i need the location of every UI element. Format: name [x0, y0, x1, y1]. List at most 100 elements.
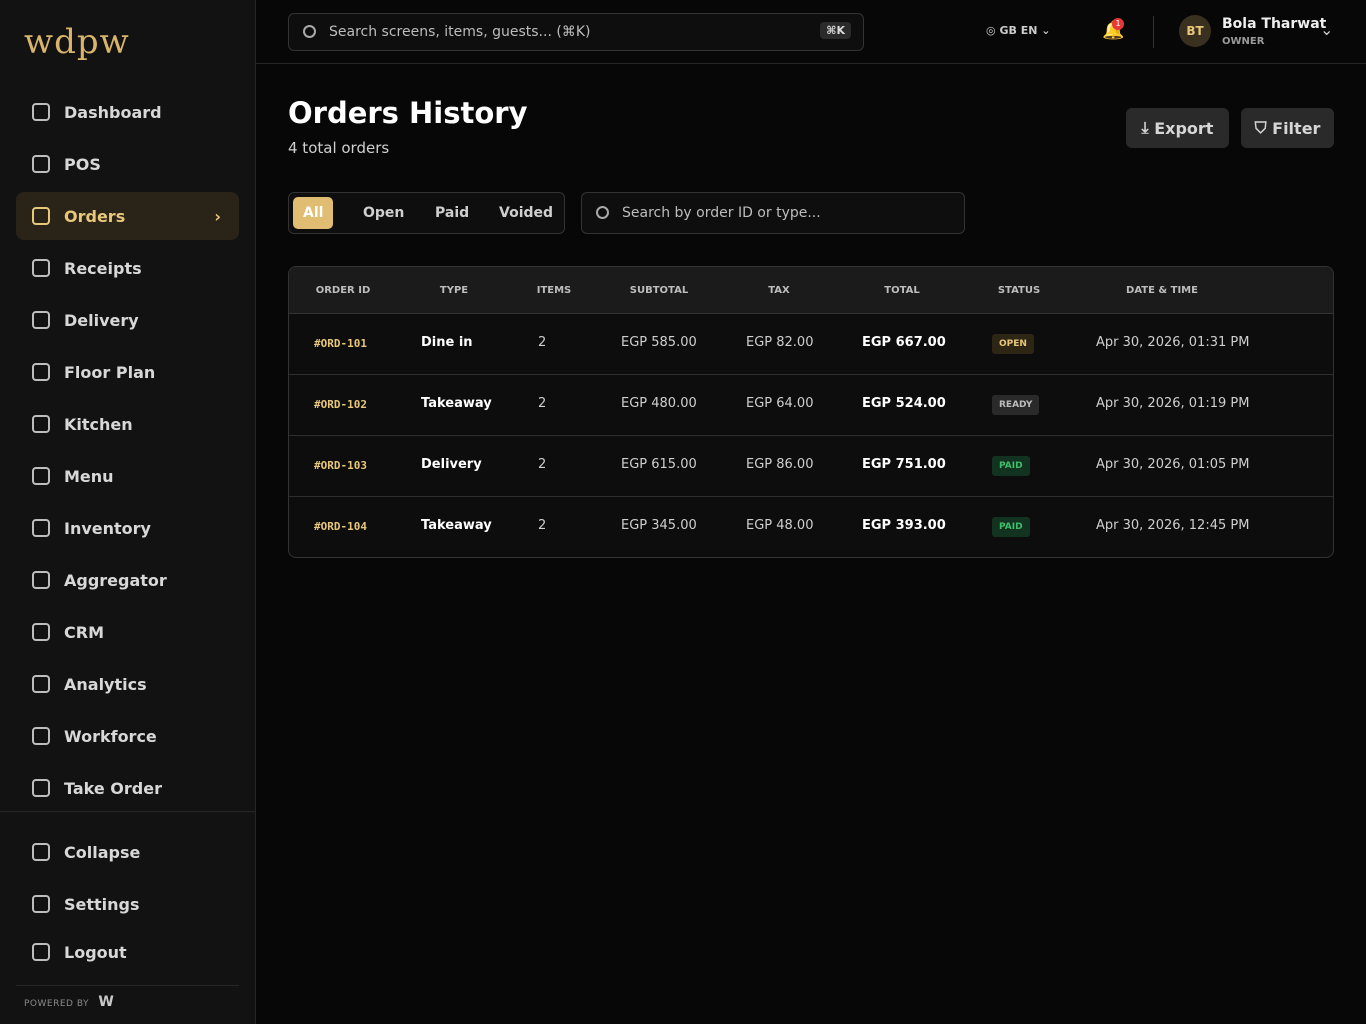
nav-item[interactable]: Delivery — [16, 296, 239, 344]
total: EGP 751.00 — [862, 457, 946, 472]
nav-item[interactable]: Dashboard — [16, 88, 239, 136]
notifications[interactable]: 🔔 1 — [1102, 18, 1125, 41]
status-badge: OPEN — [992, 334, 1034, 354]
nav-label: Inventory — [64, 518, 151, 538]
subtotal: EGP 345.00 — [621, 518, 697, 533]
page-subtitle: 4 total orders — [288, 139, 390, 157]
tab[interactable]: All — [293, 197, 334, 229]
divider — [0, 811, 255, 812]
order-id: #ORD-104 — [314, 520, 367, 533]
table-row[interactable]: #ORD-102 Takeaway 2 EGP 480.00 EGP 64.00 EGP … — [289, 375, 1333, 436]
tab[interactable]: Voided — [499, 205, 554, 221]
nav-label: Take Order — [64, 778, 162, 798]
nav-item[interactable]: Aggregator — [16, 556, 239, 604]
nav-icon — [32, 103, 50, 121]
table-row[interactable]: #ORD-103 Delivery 2 EGP 615.00 EGP 86.00 EGP … — [289, 436, 1333, 497]
column-header: ORDER ID — [315, 285, 371, 296]
nav-label: Settings — [64, 894, 140, 914]
filter-button[interactable]: ⛉ Filter — [1241, 108, 1334, 148]
nav-icon — [32, 155, 50, 173]
column-header: SUBTOTAL — [629, 285, 689, 296]
items: 2 — [538, 457, 547, 472]
nav-item[interactable]: Workforce — [16, 712, 239, 760]
total: EGP 393.00 — [862, 518, 946, 533]
nav-footer-item[interactable]: Settings — [16, 880, 239, 928]
notification-count: 1 — [1112, 18, 1124, 30]
items: 2 — [538, 518, 547, 533]
tax: EGP 64.00 — [746, 396, 814, 411]
nav-item[interactable]: CRM — [16, 608, 239, 656]
nav-label: POS — [64, 154, 101, 174]
total: EGP 524.00 — [862, 396, 946, 411]
nav-label: Orders — [64, 206, 126, 226]
nav-icon — [32, 779, 50, 797]
nav-icon — [32, 843, 50, 861]
column-header: TYPE — [439, 285, 469, 296]
nav-item[interactable]: POS — [16, 140, 239, 188]
language-switch[interactable]: ◎ GB EN ⌄ — [986, 24, 1051, 37]
nav-icon — [32, 623, 50, 641]
user-role: OWNER — [1222, 36, 1265, 47]
table-header: ORDER ID TYPE ITEMS SUBTOTAL TAX TOTAL STATUS D… — [289, 267, 1333, 314]
nav-icon — [32, 727, 50, 745]
nav-item[interactable]: Orders › — [16, 192, 239, 240]
powered-by: POWERED BY W — [24, 994, 115, 1010]
nav-item[interactable]: Inventory — [16, 504, 239, 552]
date-time: Apr 30, 2026, 12:45 PM — [1096, 518, 1250, 533]
nav-item[interactable]: Menu — [16, 452, 239, 500]
nav-label: Logout — [64, 942, 127, 962]
nav-item[interactable]: Receipts — [16, 244, 239, 292]
column-header: TAX — [768, 285, 790, 296]
nav-item[interactable]: Kitchen — [16, 400, 239, 448]
subtotal: EGP 585.00 — [621, 335, 697, 350]
avatar[interactable]: BT — [1179, 15, 1211, 47]
nav-icon — [32, 943, 50, 961]
nav-icon — [32, 675, 50, 693]
tab[interactable]: Paid — [435, 205, 470, 221]
table-row[interactable]: #ORD-101 Dine in 2 EGP 585.00 EGP 82.00 EGP 6… — [289, 314, 1333, 375]
tax: EGP 82.00 — [746, 335, 814, 350]
date-time: Apr 30, 2026, 01:05 PM — [1096, 457, 1250, 472]
export-button[interactable]: ⤓ Export — [1126, 108, 1229, 148]
logo[interactable]: wdpw — [24, 22, 130, 62]
order-type: Dine in — [421, 335, 473, 350]
user-menu[interactable]: ⌄ — [1320, 20, 1334, 39]
nav-icon — [32, 519, 50, 537]
order-type: Takeaway — [421, 518, 492, 533]
orders-table: ORDER ID TYPE ITEMS SUBTOTAL TAX TOTAL STATUS D… — [288, 266, 1334, 558]
nav-label: Dashboard — [64, 102, 162, 122]
tax: EGP 86.00 — [746, 457, 814, 472]
nav-item[interactable]: Take Order — [16, 764, 239, 812]
nav-item[interactable]: Analytics — [16, 660, 239, 708]
page-title: Orders History — [288, 96, 528, 130]
nav-label: Menu — [64, 466, 114, 486]
order-id: #ORD-103 — [314, 459, 367, 472]
table-row[interactable]: #ORD-104 Takeaway 2 EGP 345.00 EGP 48.00 EGP … — [289, 497, 1333, 557]
nav-label: Analytics — [64, 674, 147, 694]
nav-icon — [32, 259, 50, 277]
nav-footer-item[interactable]: Logout — [16, 928, 239, 976]
status-badge: PAID — [992, 517, 1030, 537]
divider — [1153, 16, 1154, 48]
nav-icon — [32, 311, 50, 329]
nav-item[interactable]: Floor Plan — [16, 348, 239, 396]
subtotal: EGP 480.00 — [621, 396, 697, 411]
status-tabs: All Open Paid Voided — [288, 192, 565, 234]
global-search[interactable]: Search screens, items, guests... (⌘K) ⌘K — [288, 13, 864, 51]
order-type: Delivery — [421, 457, 482, 472]
chevron: › — [214, 206, 221, 226]
order-search[interactable]: Search by order ID or type... — [581, 192, 965, 234]
nav-icon — [32, 415, 50, 433]
date-time: Apr 30, 2026, 01:19 PM — [1096, 396, 1250, 411]
tab[interactable]: Open — [363, 205, 405, 221]
nav-label: Kitchen — [64, 414, 133, 434]
nav-label: Floor Plan — [64, 362, 156, 382]
nav-label: CRM — [64, 622, 104, 642]
order-id: #ORD-102 — [314, 398, 367, 411]
nav-icon — [32, 467, 50, 485]
items: 2 — [538, 335, 547, 350]
total: EGP 667.00 — [862, 335, 946, 350]
nav-icon — [32, 571, 50, 589]
nav-footer-item[interactable]: Collapse — [16, 828, 239, 876]
